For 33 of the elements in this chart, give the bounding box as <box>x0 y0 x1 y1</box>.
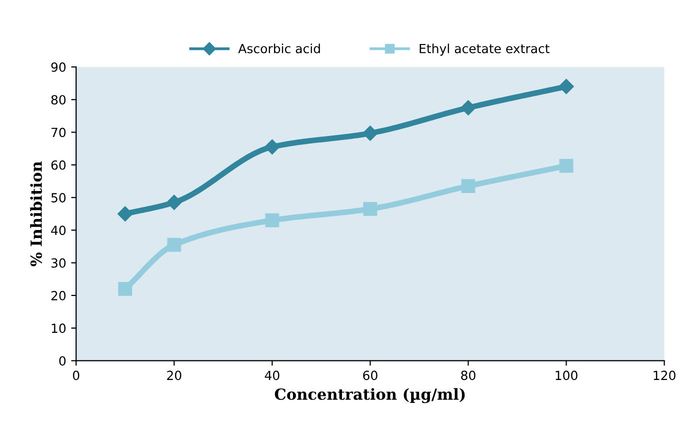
y-tick-label: 40 <box>51 226 66 236</box>
point <box>461 179 476 194</box>
point <box>362 126 378 141</box>
x-tick-label: 60 <box>363 370 378 380</box>
y-tick-label: 20 <box>51 290 66 300</box>
x-tick-label: 40 <box>264 370 280 380</box>
point <box>118 282 132 296</box>
point <box>166 194 182 210</box>
y-tick-label: 30 <box>51 258 66 268</box>
point <box>264 139 280 154</box>
point <box>265 213 280 228</box>
x-tick-label: 120 <box>654 370 676 380</box>
point <box>558 78 574 94</box>
point <box>363 202 378 216</box>
x-tick-label: 80 <box>461 370 476 380</box>
legend-label: Ascorbic acid <box>238 44 320 54</box>
x-tick-label: 0 <box>72 370 80 380</box>
y-tick-label: 80 <box>51 95 66 105</box>
x-axis-title: Concentration (µg/ml) <box>274 388 465 404</box>
point <box>118 206 133 222</box>
y-tick-label: 10 <box>52 324 66 334</box>
legend-label: Ethyl acetate extract <box>420 44 550 56</box>
x-tick-label: 20 <box>167 370 182 380</box>
y-tick-label: 60 <box>51 160 66 170</box>
y-tick-label: 90 <box>51 62 66 72</box>
point <box>167 238 182 252</box>
point <box>460 100 476 116</box>
y-tick-label: 70 <box>52 128 66 138</box>
y-tick-label: 0 <box>59 356 66 366</box>
x-tick-label: 100 <box>556 370 578 380</box>
y-tick-label: 50 <box>51 192 66 202</box>
point <box>559 158 574 173</box>
y-axis-title: % Inhibition <box>30 161 42 266</box>
